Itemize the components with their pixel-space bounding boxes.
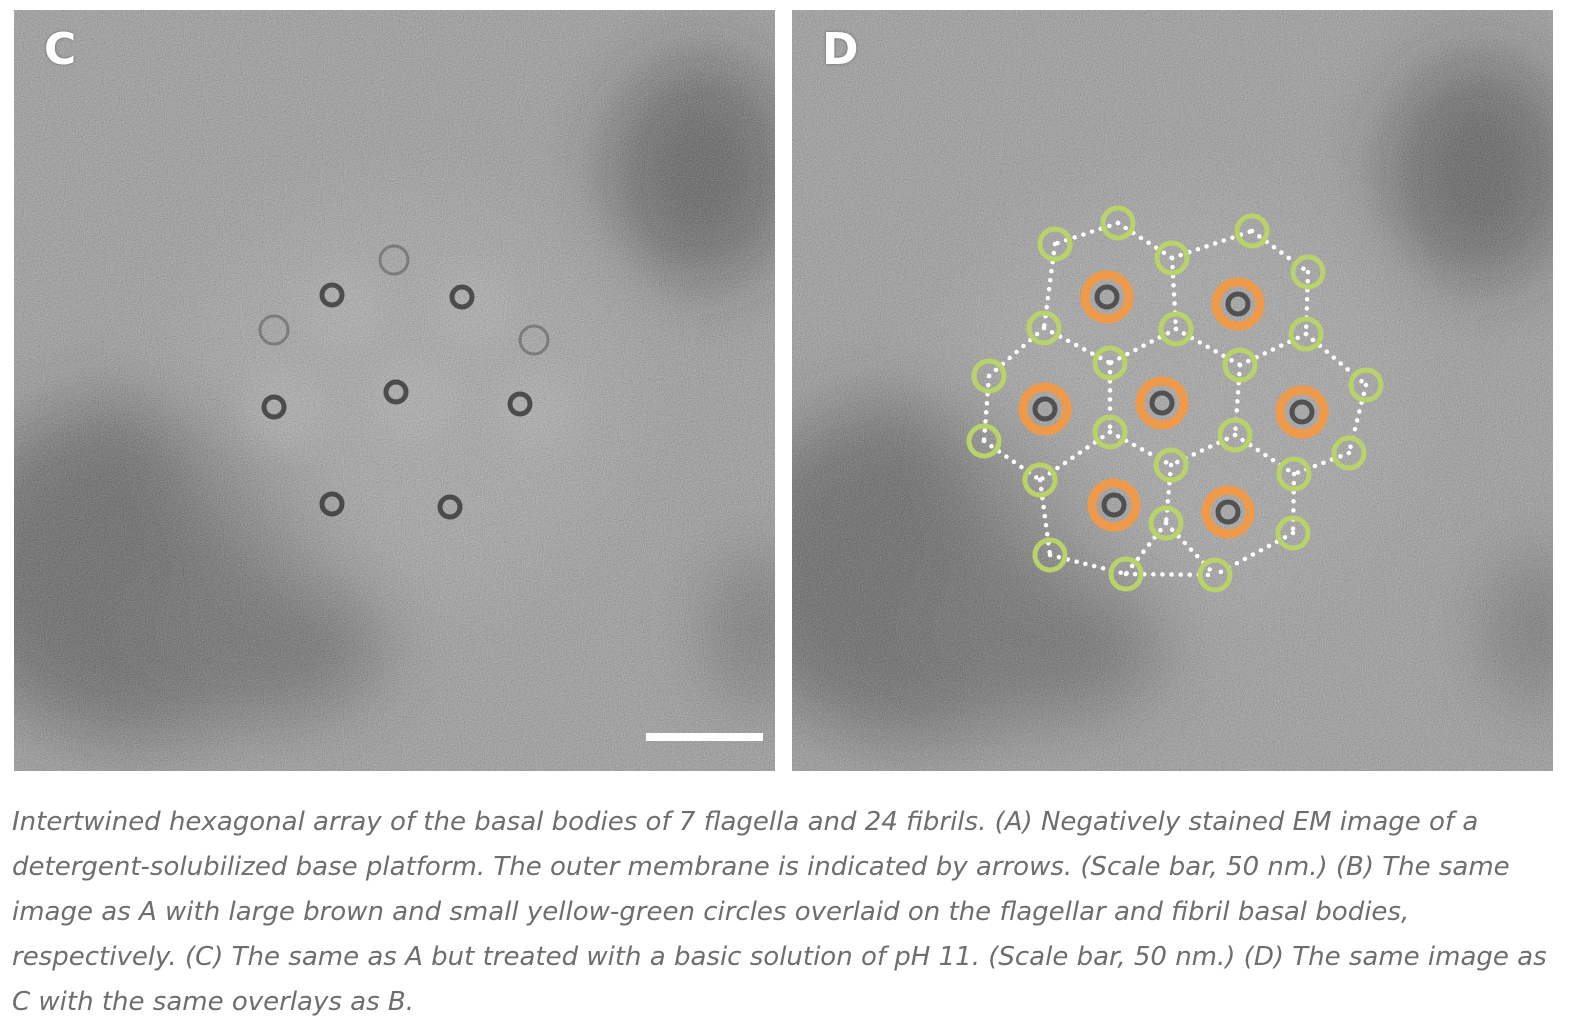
lattice-dotted-line	[1346, 382, 1369, 456]
lattice-dotted-line	[1303, 269, 1311, 337]
fibril-circle	[1288, 316, 1324, 352]
flagellar-circle	[1211, 277, 1265, 331]
em-micrograph-c	[14, 10, 775, 771]
lattice-dotted-line	[1041, 325, 1113, 366]
lattice-dotted-line	[1290, 471, 1297, 536]
lattice-dotted-line	[1163, 462, 1174, 526]
fibril-circle	[1234, 213, 1270, 249]
fibril-circle	[1092, 414, 1128, 450]
flagellar-circle	[1080, 270, 1134, 324]
basal-body-ring	[1094, 284, 1120, 310]
flagellar-circle	[1018, 382, 1072, 436]
hexagonal-overlay	[966, 205, 1384, 593]
fibril-circle	[1290, 254, 1326, 290]
fibril-circle	[1148, 505, 1184, 541]
fibril-circle	[966, 423, 1002, 459]
lattice-dotted-line	[1123, 520, 1169, 577]
lattice-dotted-line	[1232, 432, 1297, 477]
lattice-dotted-line	[1173, 326, 1243, 368]
fibril-circle	[1217, 417, 1253, 453]
basal-body-ring	[449, 284, 475, 310]
lattice-dotted-line	[1107, 429, 1174, 468]
basal-body-ring	[319, 491, 345, 517]
fibril-circle	[1032, 537, 1068, 573]
fibril-circle	[1154, 240, 1190, 276]
lattice-dotted-line	[1163, 520, 1218, 578]
scale-bar	[646, 733, 763, 741]
fibril-circle	[1275, 515, 1311, 551]
fibril-circle	[1158, 311, 1194, 347]
basal-body-ring	[437, 494, 463, 520]
em-micrograph-d	[792, 10, 1553, 771]
flagellar-circle	[1135, 376, 1189, 430]
lattice-dotted-line	[1115, 220, 1175, 261]
basal-body-ring	[1215, 499, 1241, 525]
panel-label-d: D	[822, 24, 859, 75]
figure-caption: Intertwined hexagonal array of the basal…	[12, 807, 1547, 1017]
basal-body-ring	[1101, 492, 1127, 518]
fibril-circle	[1197, 557, 1233, 593]
fibril-circle	[1348, 367, 1384, 403]
fibril-circle	[1108, 556, 1144, 592]
basal-body-rings	[1032, 284, 1315, 525]
fibril-circle	[1100, 205, 1136, 241]
basal-body-ring	[261, 394, 287, 420]
lattice-dotted-line	[1291, 450, 1352, 477]
fibril-circle	[1331, 435, 1367, 471]
basal-body-ring	[518, 324, 550, 356]
fibril-circle	[1026, 310, 1062, 346]
fibril-circle	[1022, 462, 1058, 498]
flagellar-circle	[1275, 385, 1329, 439]
lattice-dotted-line	[1237, 331, 1309, 368]
basal-body-ring	[1032, 396, 1058, 422]
panel-label-c: C	[44, 24, 77, 75]
basal-body-rings	[258, 244, 550, 520]
lattice-dotted-line	[1052, 220, 1121, 247]
fibril-circle	[971, 358, 1007, 394]
lattice-dotted-line	[1249, 228, 1311, 275]
basal-body-ring	[507, 391, 533, 417]
lattice-dotted-line	[986, 325, 1047, 379]
lattice-dotted-line	[1107, 326, 1179, 366]
fibril-circle	[1222, 347, 1258, 383]
panel-c: C	[14, 10, 775, 771]
lattice-dotted-line	[1232, 362, 1243, 438]
flagellar-circle	[1087, 478, 1141, 532]
fibril-circle	[1153, 447, 1189, 483]
lattice-dotted-line	[981, 438, 1043, 483]
lattice-dotted-line	[1169, 255, 1179, 332]
basal-body-ring	[319, 282, 345, 308]
lattice-dotted-line	[981, 373, 992, 444]
basal-body-ring	[1225, 291, 1251, 317]
fibril-circle	[1092, 345, 1128, 381]
fibril-circle	[1037, 226, 1073, 262]
basal-body-ring	[378, 244, 410, 276]
basal-body-ring	[383, 379, 409, 405]
panel-d: D	[792, 10, 1553, 771]
basal-body-ring	[258, 314, 290, 346]
basal-body-ring	[1289, 399, 1315, 425]
flagellar-circle	[1201, 485, 1255, 539]
lattice-dotted-line	[1168, 432, 1238, 468]
fibril-circle	[1276, 456, 1312, 492]
basal-body-ring	[1149, 390, 1175, 416]
